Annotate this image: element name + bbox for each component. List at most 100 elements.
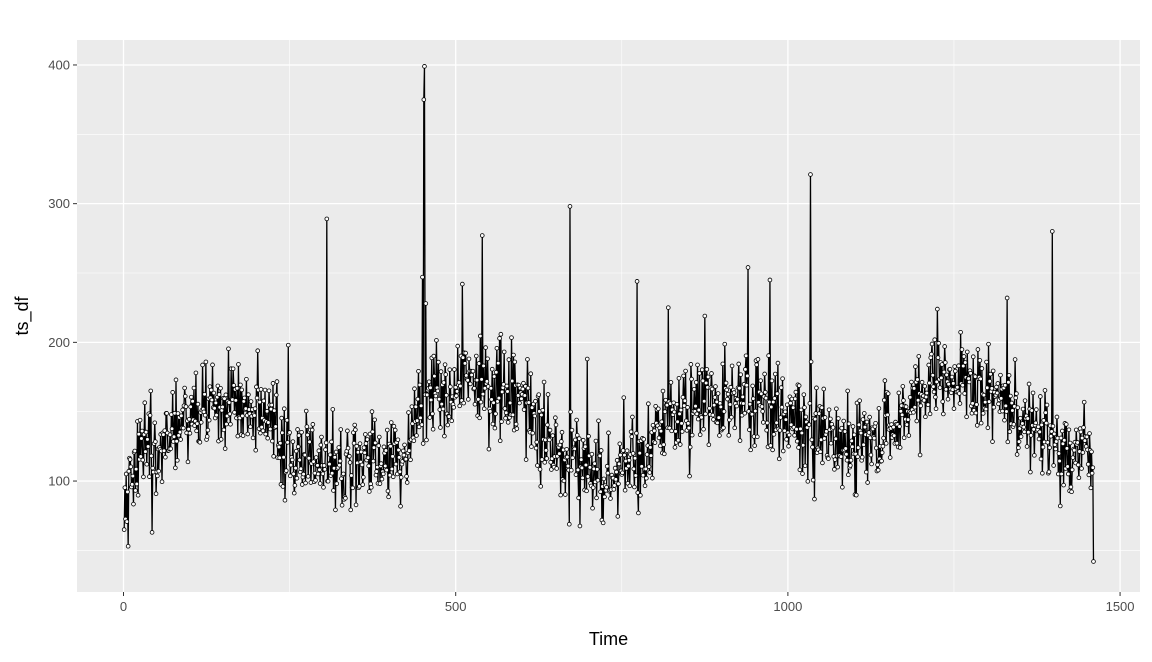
data-point — [470, 368, 476, 374]
data-point — [195, 401, 201, 407]
data-point — [641, 436, 647, 442]
data-point — [329, 470, 335, 476]
data-point — [984, 359, 989, 365]
data-point — [396, 455, 402, 460]
data-point — [954, 384, 960, 390]
data-point — [533, 398, 538, 404]
data-point — [943, 387, 949, 392]
data-point — [922, 383, 928, 389]
data-point — [846, 421, 852, 427]
data-point — [133, 488, 138, 493]
data-point — [687, 473, 692, 479]
data-point — [939, 362, 945, 367]
data-point — [1002, 382, 1008, 388]
data-point — [272, 408, 277, 413]
data-point — [660, 388, 666, 394]
data-point — [436, 359, 441, 365]
data-point — [395, 437, 401, 443]
data-point — [442, 362, 448, 367]
data-point — [612, 483, 617, 488]
data-point — [982, 399, 988, 405]
data-point — [240, 413, 245, 419]
data-point — [873, 445, 879, 451]
data-point — [932, 337, 938, 343]
data-point — [430, 426, 436, 432]
data-point — [182, 385, 187, 391]
data-point — [156, 468, 162, 474]
data-point — [891, 433, 897, 438]
data-point — [1004, 295, 1010, 301]
data-point — [768, 404, 774, 410]
data-point — [349, 473, 354, 478]
data-point — [774, 420, 779, 426]
data-point — [724, 387, 730, 393]
points-layer — [121, 64, 1096, 564]
data-point — [717, 433, 722, 438]
data-point — [732, 425, 738, 431]
data-point — [669, 428, 674, 434]
data-point — [1082, 438, 1088, 443]
data-point — [214, 412, 219, 418]
data-point — [841, 418, 846, 424]
data-point — [1085, 461, 1091, 467]
data-point — [595, 477, 601, 483]
data-point — [398, 503, 403, 509]
data-point — [522, 393, 528, 398]
data-point — [743, 353, 749, 359]
data-point — [315, 463, 320, 468]
data-point — [574, 432, 580, 438]
data-point — [1056, 451, 1062, 456]
data-point — [794, 426, 799, 432]
data-point — [868, 452, 874, 458]
data-point — [574, 417, 579, 423]
data-point — [180, 407, 185, 413]
data-point — [644, 475, 649, 481]
data-point — [295, 427, 300, 432]
data-point — [859, 454, 865, 460]
data-point — [311, 459, 316, 464]
data-point — [810, 477, 816, 483]
data-point — [646, 401, 651, 406]
data-point — [960, 382, 965, 388]
data-point — [292, 483, 298, 488]
data-point — [632, 484, 637, 490]
data-point — [503, 415, 508, 421]
data-point — [923, 414, 928, 420]
data-point — [882, 378, 888, 383]
data-point — [507, 400, 513, 406]
data-point — [337, 458, 343, 464]
data-point — [945, 396, 951, 402]
data-point — [231, 383, 237, 388]
data-point — [488, 385, 494, 391]
data-point — [547, 437, 552, 443]
data-point — [839, 425, 844, 431]
data-point — [148, 388, 154, 394]
data-point — [164, 411, 169, 416]
data-point — [586, 433, 591, 439]
data-point — [474, 377, 480, 383]
data-point — [1064, 446, 1070, 451]
data-point — [957, 401, 963, 406]
data-point — [245, 431, 251, 437]
data-point — [832, 467, 837, 472]
data-point — [449, 418, 455, 424]
data-point — [295, 444, 301, 449]
data-point — [1044, 420, 1049, 426]
data-point — [629, 434, 635, 439]
data-point — [417, 382, 423, 388]
data-point — [952, 368, 958, 374]
data-point — [694, 411, 700, 417]
data-point — [803, 414, 809, 420]
data-point — [652, 428, 657, 434]
data-point — [762, 371, 767, 377]
data-point — [322, 467, 328, 472]
data-point — [865, 480, 870, 485]
data-point — [673, 429, 678, 434]
data-point — [464, 373, 469, 378]
data-point — [454, 393, 459, 399]
data-point — [333, 449, 339, 455]
data-point — [772, 371, 778, 377]
data-point — [381, 444, 387, 450]
data-point — [605, 470, 611, 476]
data-point — [403, 456, 409, 462]
